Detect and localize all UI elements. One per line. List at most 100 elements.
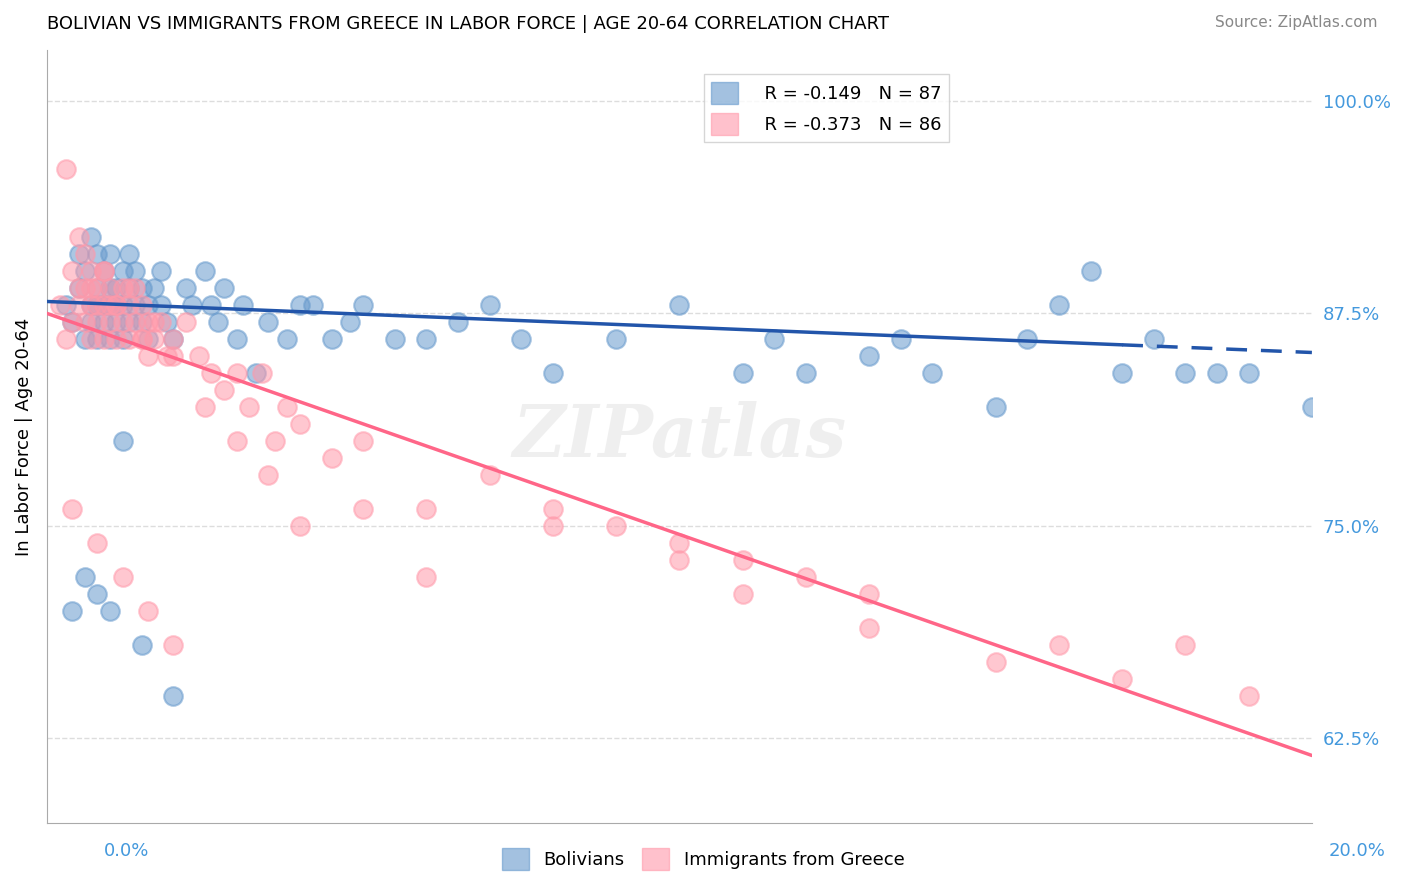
Point — [73, 332, 96, 346]
Text: ZIPatlas: ZIPatlas — [512, 401, 846, 472]
Point — [415, 332, 437, 346]
Point — [131, 332, 153, 346]
Point — [80, 332, 103, 346]
Point — [541, 519, 564, 533]
Point — [1237, 689, 1260, 703]
Point — [321, 332, 343, 346]
Point — [668, 536, 690, 550]
Point — [86, 247, 108, 261]
Legend: Bolivians, Immigrants from Greece: Bolivians, Immigrants from Greece — [495, 841, 911, 878]
Point — [149, 315, 172, 329]
Point — [541, 502, 564, 516]
Point — [80, 230, 103, 244]
Point — [55, 161, 77, 176]
Point — [245, 366, 267, 380]
Point — [181, 298, 204, 312]
Point — [80, 315, 103, 329]
Point — [384, 332, 406, 346]
Point — [288, 417, 311, 431]
Point — [111, 434, 134, 448]
Point — [118, 298, 141, 312]
Point — [1047, 298, 1070, 312]
Point — [118, 281, 141, 295]
Point — [143, 281, 166, 295]
Point — [124, 315, 146, 329]
Point — [352, 434, 374, 448]
Point — [60, 264, 83, 278]
Point — [124, 264, 146, 278]
Point — [124, 281, 146, 295]
Point — [60, 315, 83, 329]
Point — [67, 298, 90, 312]
Point — [212, 281, 235, 295]
Point — [131, 332, 153, 346]
Text: Source: ZipAtlas.com: Source: ZipAtlas.com — [1215, 15, 1378, 29]
Point — [98, 604, 121, 618]
Point — [763, 332, 786, 346]
Legend:   R = -0.149   N = 87,   R = -0.373   N = 86: R = -0.149 N = 87, R = -0.373 N = 86 — [704, 74, 949, 142]
Point — [55, 332, 77, 346]
Point — [415, 570, 437, 584]
Point — [86, 332, 108, 346]
Text: BOLIVIAN VS IMMIGRANTS FROM GREECE IN LABOR FORCE | AGE 20-64 CORRELATION CHART: BOLIVIAN VS IMMIGRANTS FROM GREECE IN LA… — [46, 15, 889, 33]
Text: 20.0%: 20.0% — [1329, 842, 1385, 860]
Point — [162, 689, 184, 703]
Point — [60, 315, 83, 329]
Point — [352, 298, 374, 312]
Point — [105, 298, 128, 312]
Point — [86, 281, 108, 295]
Point — [86, 298, 108, 312]
Point — [276, 400, 298, 414]
Point — [98, 298, 121, 312]
Point — [93, 264, 115, 278]
Y-axis label: In Labor Force | Age 20-64: In Labor Force | Age 20-64 — [15, 318, 32, 556]
Point — [984, 400, 1007, 414]
Point — [1017, 332, 1039, 346]
Point — [276, 332, 298, 346]
Point — [731, 587, 754, 601]
Point — [118, 247, 141, 261]
Point — [60, 604, 83, 618]
Point — [263, 434, 285, 448]
Point — [98, 281, 121, 295]
Point — [93, 298, 115, 312]
Point — [352, 502, 374, 516]
Point — [194, 400, 217, 414]
Point — [187, 349, 209, 363]
Point — [731, 553, 754, 567]
Point — [339, 315, 361, 329]
Point — [67, 281, 90, 295]
Point — [149, 298, 172, 312]
Point — [415, 502, 437, 516]
Point — [162, 638, 184, 652]
Point — [1174, 638, 1197, 652]
Point — [162, 349, 184, 363]
Point — [131, 315, 153, 329]
Point — [93, 264, 115, 278]
Point — [111, 298, 134, 312]
Point — [1206, 366, 1229, 380]
Point — [118, 315, 141, 329]
Point — [55, 298, 77, 312]
Point — [447, 315, 470, 329]
Point — [105, 332, 128, 346]
Point — [111, 332, 134, 346]
Point — [200, 366, 222, 380]
Point — [111, 281, 134, 295]
Point — [794, 570, 817, 584]
Point — [162, 332, 184, 346]
Point — [111, 570, 134, 584]
Point — [1111, 672, 1133, 686]
Point — [73, 315, 96, 329]
Text: 0.0%: 0.0% — [104, 842, 149, 860]
Point — [605, 332, 627, 346]
Point — [212, 383, 235, 397]
Point — [194, 264, 217, 278]
Point — [105, 298, 128, 312]
Point — [86, 298, 108, 312]
Point — [86, 536, 108, 550]
Point — [86, 281, 108, 295]
Point — [98, 247, 121, 261]
Point — [1301, 400, 1323, 414]
Point — [921, 366, 943, 380]
